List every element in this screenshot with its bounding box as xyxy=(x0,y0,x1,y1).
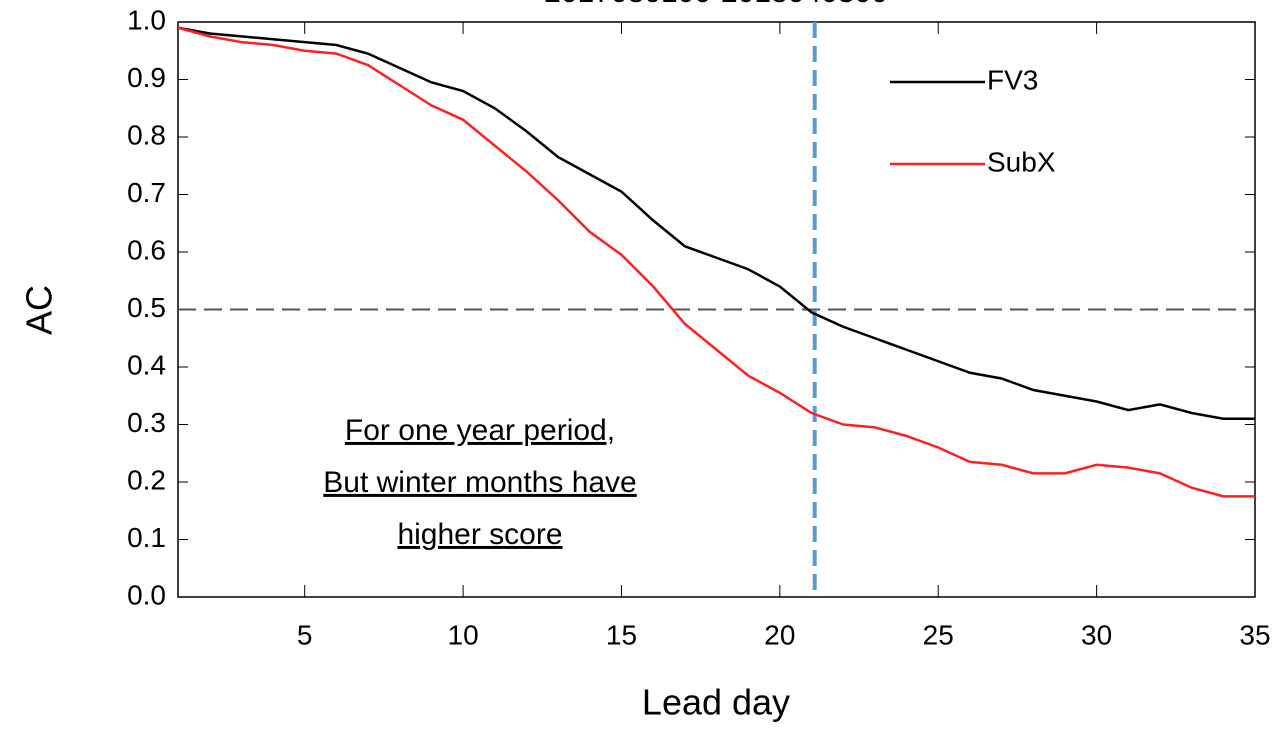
x-tick-label: 5 xyxy=(297,619,313,650)
y-tick-label: 0.7 xyxy=(127,177,166,208)
y-tick-label: 1.0 xyxy=(127,4,166,35)
annotation: higher score xyxy=(397,518,562,551)
y-tick-label: 0.2 xyxy=(127,464,166,495)
x-tick-label: 10 xyxy=(448,619,479,650)
x-tick-label: 15 xyxy=(606,619,637,650)
y-tick-label: 0.5 xyxy=(127,292,166,323)
x-tick-label: 35 xyxy=(1239,619,1270,650)
y-tick-label: 0.9 xyxy=(127,62,166,93)
y-tick-label: 0.6 xyxy=(127,234,166,265)
x-tick-label: 20 xyxy=(764,619,795,650)
data-line xyxy=(177,26,1255,498)
legend-label: SubX xyxy=(987,146,1056,177)
x-tick-label: 25 xyxy=(923,619,954,650)
y-tick-label: 0.0 xyxy=(127,579,166,610)
x-tick-label: 30 xyxy=(1081,619,1112,650)
y-tick-label: 0.8 xyxy=(127,119,166,150)
chart-title: 2017080100-2018040300 xyxy=(544,0,888,9)
legend-label: FV3 xyxy=(987,64,1038,95)
x-axis-label: Lead day xyxy=(642,682,790,723)
y-tick-label: 0.4 xyxy=(127,349,166,380)
annotation: For one year period, xyxy=(345,414,615,447)
y-tick-label: 0.1 xyxy=(127,522,166,553)
annotation: But winter months have xyxy=(323,466,637,499)
data-line xyxy=(177,26,1255,420)
y-axis-label: AC xyxy=(19,285,60,335)
y-tick-label: 0.3 xyxy=(127,407,166,438)
